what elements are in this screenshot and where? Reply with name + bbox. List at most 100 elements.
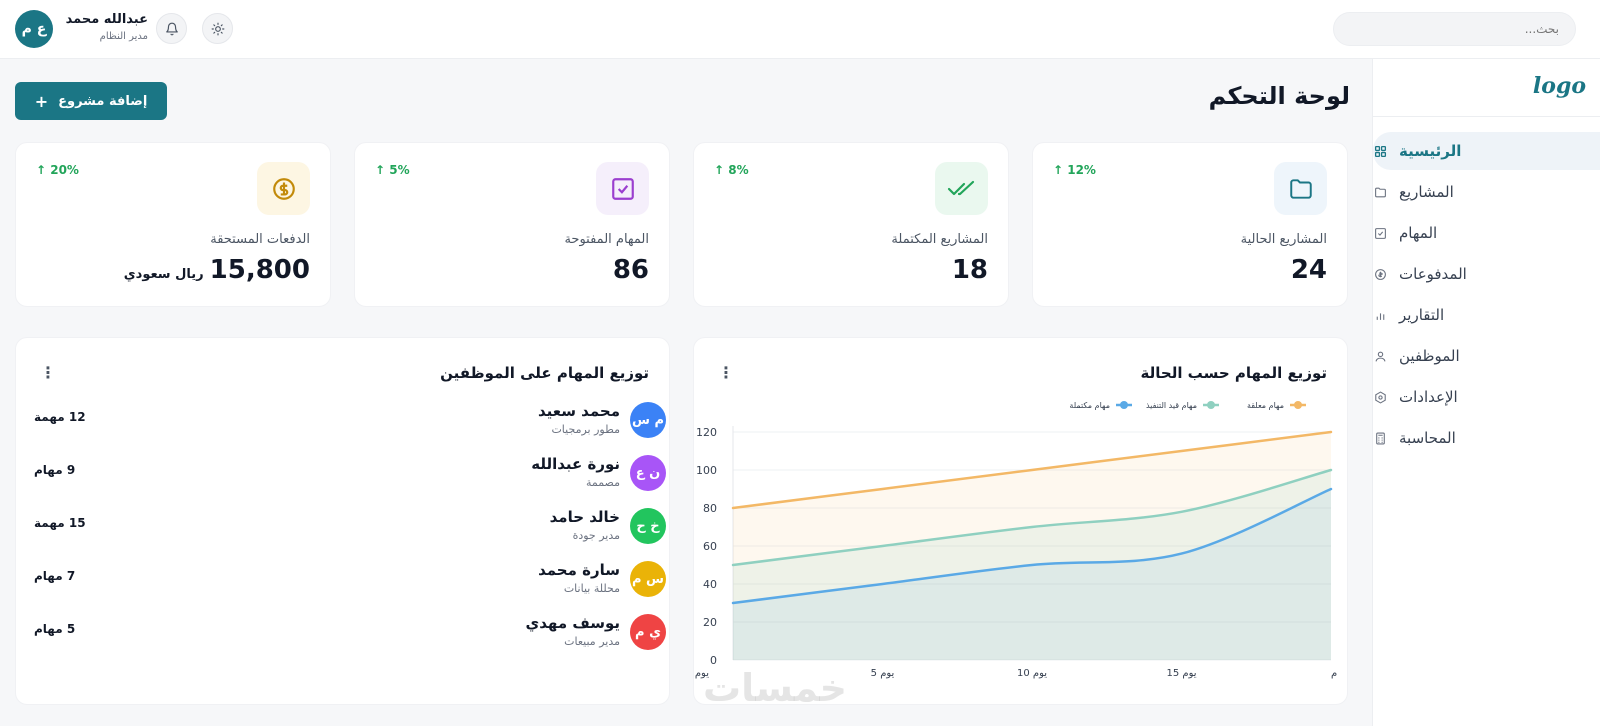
x-tick-label: م	[1331, 668, 1337, 679]
employee-row[interactable]: خ ح خالد حامد مدير جودة 15 مهمة	[16, 508, 686, 558]
page-title: لوحة التحكم	[1208, 82, 1350, 110]
stat-change-value: 5%	[389, 163, 410, 177]
employee-task-count: 9 مهام	[34, 463, 76, 477]
legend-marker	[1294, 401, 1302, 409]
search-input[interactable]	[1333, 12, 1576, 46]
sidebar-item-label: الإعدادات	[1399, 388, 1458, 406]
sidebar-item-label: المدفوعات	[1399, 265, 1467, 283]
stat-label: المهام المفتوحة	[564, 232, 649, 247]
stat-change-value: 20%	[50, 163, 79, 177]
bar-chart-icon	[1373, 308, 1387, 322]
user-name: عبدالله محمد	[65, 12, 148, 27]
logo[interactable]: logo	[1532, 73, 1586, 99]
stat-change: ↑ 20%	[36, 163, 79, 177]
grid-icon	[1373, 144, 1387, 158]
stat-change-value: 12%	[1067, 163, 1096, 177]
user-role: مدير النظام	[99, 31, 148, 42]
calculator-icon	[1373, 431, 1387, 445]
series-line	[731, 468, 1333, 567]
more-options-icon[interactable]: ⋮	[718, 362, 734, 382]
employees-panel-title: توزيع المهام على الموظفين	[440, 364, 649, 382]
notifications-button[interactable]	[156, 13, 187, 44]
employee-row[interactable]: س م سارة محمد محللة بيانات 7 مهام	[16, 561, 686, 611]
series-line	[731, 487, 1333, 605]
employee-role: مصممة	[585, 476, 620, 489]
stat-change: ↑ 5%	[375, 163, 410, 177]
more-options-icon[interactable]: ⋮	[40, 362, 56, 382]
x-tick-label: يوم 10	[1017, 668, 1047, 679]
status-chart-panel: توزيع المهام حسب الحالة ⋮ 0 20 40 60 80 100 12…	[693, 337, 1348, 705]
stat-value: 15,800 ريال سعودي	[124, 255, 310, 285]
avatar: خ ح	[630, 508, 666, 544]
stat-card-current-projects[interactable]: ↑ 12% المشاريع الحالية 24	[1032, 142, 1348, 307]
stat-card-due-payments[interactable]: ↑ 20% الدفعات المستحقة 15,800 ريال سعودي	[15, 142, 331, 307]
sidebar-item-payments[interactable]: المدفوعات	[1373, 255, 1600, 293]
user-avatar[interactable]: ع م	[15, 10, 53, 48]
y-tick-label: 0	[710, 654, 717, 667]
sidebar-item-label: المشاريع	[1399, 183, 1454, 201]
sun-icon	[211, 22, 224, 35]
legend-marker	[1120, 401, 1128, 409]
employee-row[interactable]: ن ع نورة عبدالله مصممة 9 مهام	[16, 455, 686, 505]
status-area-chart: 0 20 40 60 80 100 120 يوم 1 يوم 5 يوم 10 يوم 15 م مه…	[694, 401, 1337, 679]
stat-change: ↑ 8%	[714, 163, 749, 177]
stat-value-number: 15,800	[209, 255, 310, 285]
x-tick-label: يوم 1	[694, 668, 709, 679]
employee-row[interactable]: م س محمد سعيد مطور برمجيات 12 مهمة	[16, 402, 686, 452]
y-tick-label: 40	[703, 578, 717, 591]
sidebar-item-reports[interactable]: التقارير	[1373, 296, 1600, 334]
checkbox-icon	[596, 162, 649, 215]
legend-label: مهام مكتملة	[1069, 401, 1110, 410]
top-bar: ع م عبدالله محمد مدير النظام	[0, 0, 1600, 59]
sidebar-item-employees[interactable]: الموظفين	[1373, 337, 1600, 375]
sidebar-item-home[interactable]: الرئيسية	[1373, 132, 1600, 170]
add-project-button[interactable]: إضافة مشروع +	[15, 82, 167, 120]
employee-name: يوسف مهدي	[525, 614, 620, 632]
series-line	[731, 430, 1333, 510]
stat-change: ↑ 12%	[1053, 163, 1096, 177]
sidebar-item-projects[interactable]: المشاريع	[1373, 173, 1600, 211]
stat-label: الدفعات المستحقة	[210, 232, 310, 247]
stat-card-completed-projects[interactable]: ↑ 8% المشاريع المكتملة 18	[693, 142, 1009, 307]
sidebar-item-accounting[interactable]: المحاسبة	[1373, 419, 1600, 457]
legend-label: مهام معلقة	[1247, 401, 1284, 410]
avatar: ي م	[630, 614, 666, 650]
sidebar-item-settings[interactable]: الإعدادات	[1373, 378, 1600, 416]
sidebar-item-label: المهام	[1399, 224, 1438, 242]
employee-row[interactable]: ي م يوسف مهدي مدير مبيعات 5 مهام	[16, 614, 686, 664]
employee-task-count: 7 مهام	[34, 569, 76, 583]
y-tick-label: 60	[703, 540, 717, 553]
checkbox-icon	[1373, 226, 1387, 240]
sidebar-item-label: الرئيسية	[1399, 142, 1462, 160]
x-tick-label: يوم 5	[871, 668, 895, 679]
stat-card-open-tasks[interactable]: ↑ 5% المهام المفتوحة 86	[354, 142, 670, 307]
y-tick-label: 80	[703, 502, 717, 515]
stat-value: 86	[612, 255, 649, 285]
series-area	[733, 489, 1331, 660]
y-tick-label: 100	[696, 464, 717, 477]
watermark: خمسات	[703, 666, 847, 710]
stat-value: 24	[1290, 255, 1327, 285]
employee-role: محللة بيانات	[563, 582, 620, 595]
dollar-coin-icon	[257, 162, 310, 215]
y-tick-label: 120	[696, 426, 717, 439]
employees-panel: توزيع المهام على الموظفين ⋮ م س محمد سعي…	[15, 337, 670, 705]
employee-name: خالد حامد	[549, 508, 620, 526]
y-tick-label: 20	[703, 616, 717, 629]
employee-task-count: 12 مهمة	[34, 410, 86, 424]
stat-change-value: 8%	[728, 163, 749, 177]
avatar: م س	[630, 402, 666, 438]
employee-role: مدير مبيعات	[564, 635, 620, 648]
sidebar-item-tasks[interactable]: المهام	[1373, 214, 1600, 252]
settings-icon	[1373, 390, 1387, 404]
legend-label: مهام قيد التنفيذ	[1146, 401, 1197, 410]
plus-icon: +	[34, 91, 49, 111]
status-chart-title: توزيع المهام حسب الحالة	[1140, 364, 1327, 382]
folder-icon	[1274, 162, 1327, 215]
sidebar-item-label: المحاسبة	[1399, 429, 1456, 447]
sidebar: logo الرئيسية المشاريع المهام المدفوعات …	[1372, 59, 1600, 726]
double-check-icon	[935, 162, 988, 215]
theme-toggle-button[interactable]	[202, 13, 233, 44]
employee-name: سارة محمد	[538, 561, 620, 579]
sidebar-item-label: التقارير	[1399, 306, 1445, 324]
